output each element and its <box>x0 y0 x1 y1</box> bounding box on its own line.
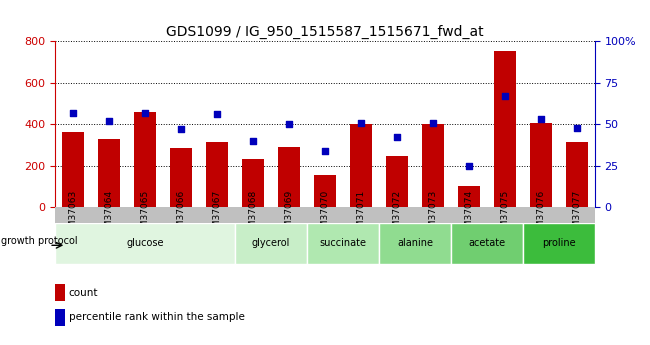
Bar <box>379 223 451 264</box>
Bar <box>55 284 65 301</box>
Bar <box>135 112 156 207</box>
Point <box>463 163 474 168</box>
Bar <box>55 223 235 264</box>
Text: GSM37077: GSM37077 <box>572 190 581 239</box>
Point <box>356 120 366 125</box>
Text: GSM37073: GSM37073 <box>428 190 437 239</box>
Point <box>428 120 438 125</box>
Text: glycerol: glycerol <box>252 238 291 248</box>
Point <box>104 118 114 124</box>
Bar <box>458 186 480 207</box>
Point <box>571 125 582 130</box>
Text: proline: proline <box>542 238 576 248</box>
Text: succinate: succinate <box>320 238 367 248</box>
Bar <box>170 148 192 207</box>
Text: GSM37075: GSM37075 <box>500 190 510 239</box>
Bar <box>566 142 588 207</box>
Text: alanine: alanine <box>397 238 433 248</box>
Title: GDS1099 / IG_950_1515587_1515671_fwd_at: GDS1099 / IG_950_1515587_1515671_fwd_at <box>166 25 484 39</box>
Point <box>248 138 258 144</box>
Bar <box>55 207 595 223</box>
Bar <box>451 223 523 264</box>
Point <box>500 93 510 99</box>
Bar <box>530 123 552 207</box>
Bar <box>55 309 65 326</box>
Bar <box>523 223 595 264</box>
Text: GSM37066: GSM37066 <box>177 190 186 239</box>
Bar <box>98 139 120 207</box>
Text: GSM37065: GSM37065 <box>140 190 150 239</box>
Text: GSM37069: GSM37069 <box>285 190 294 239</box>
Text: growth protocol: growth protocol <box>1 236 78 246</box>
Bar <box>494 51 515 207</box>
Text: acetate: acetate <box>468 238 506 248</box>
Point <box>176 126 187 132</box>
Point <box>392 135 402 140</box>
Bar <box>386 156 408 207</box>
Point <box>320 148 330 154</box>
Text: GSM37071: GSM37071 <box>356 190 365 239</box>
Point <box>140 110 150 115</box>
Text: GSM37074: GSM37074 <box>464 190 473 239</box>
Bar <box>62 132 84 207</box>
Text: GSM37070: GSM37070 <box>320 190 330 239</box>
Point <box>212 111 222 117</box>
Point <box>536 117 546 122</box>
Bar <box>278 147 300 207</box>
Bar <box>206 142 228 207</box>
Text: count: count <box>69 288 98 297</box>
Text: GSM37072: GSM37072 <box>393 190 402 239</box>
Text: GSM37076: GSM37076 <box>536 190 545 239</box>
Bar <box>314 175 336 207</box>
Bar <box>242 159 264 207</box>
Text: glucose: glucose <box>126 238 164 248</box>
Text: percentile rank within the sample: percentile rank within the sample <box>69 313 244 322</box>
Bar <box>350 124 372 207</box>
Point <box>68 110 79 115</box>
Bar <box>235 223 307 264</box>
Bar <box>422 124 444 207</box>
Bar <box>307 223 379 264</box>
Text: GSM37064: GSM37064 <box>105 190 114 239</box>
Text: GSM37068: GSM37068 <box>248 190 257 239</box>
Text: GSM37067: GSM37067 <box>213 190 222 239</box>
Text: GSM37063: GSM37063 <box>69 190 78 239</box>
Point <box>284 121 294 127</box>
